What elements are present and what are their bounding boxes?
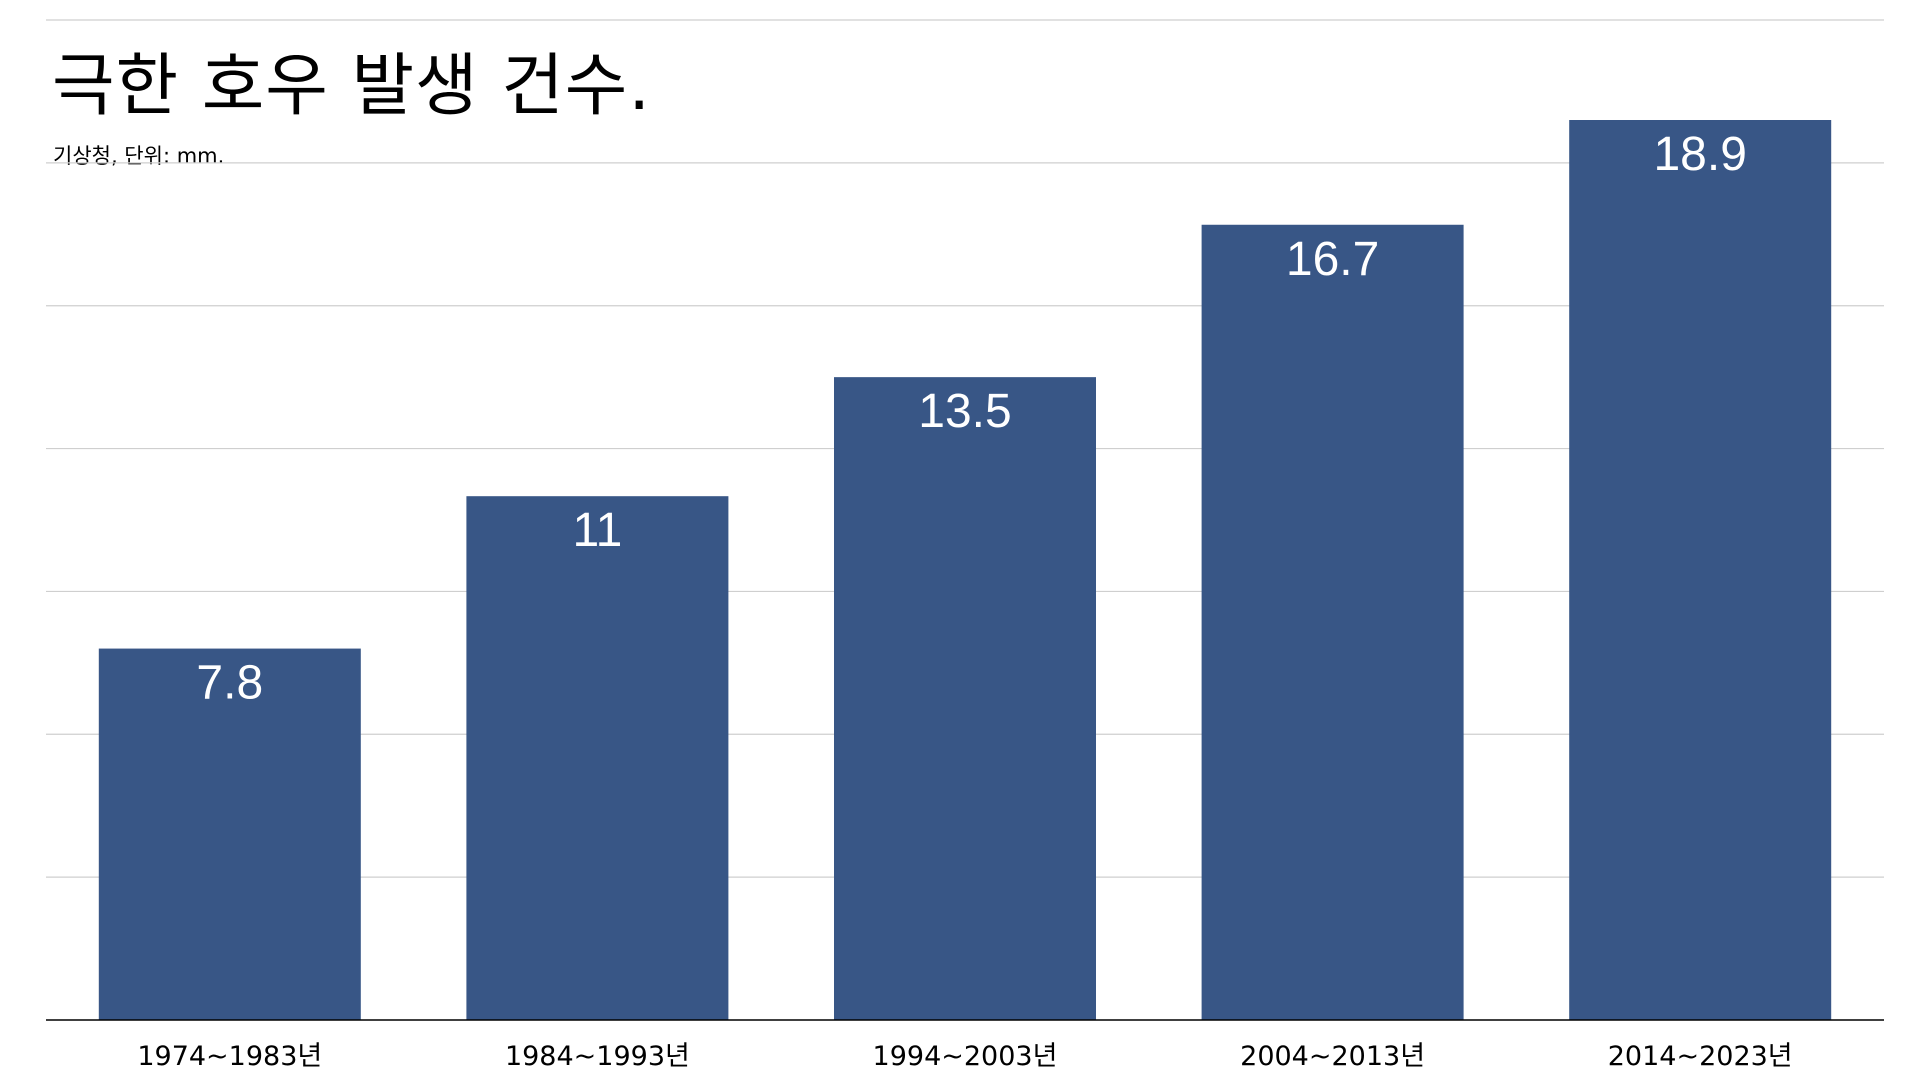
bar [834, 377, 1096, 1021]
bar-value-label: 13.5 [918, 385, 1011, 438]
bar [1569, 120, 1832, 1020]
x-tick-label: 1984~1993년 [505, 1041, 690, 1072]
bar [98, 648, 361, 1020]
bar [1201, 224, 1464, 1020]
bars [98, 120, 1832, 1021]
bar-value-label: 18.9 [1653, 128, 1746, 181]
bar-value-label: 7.8 [196, 657, 263, 710]
chart-subtitle: 기상청, 단위: mm. [53, 144, 225, 168]
bar [466, 496, 729, 1020]
x-tick-label: 2004~2013년 [1240, 1041, 1425, 1072]
bar-value-label: 16.7 [1286, 233, 1379, 286]
x-tick-label: 1974~1983년 [137, 1041, 322, 1072]
x-tick-label: 1994~2003년 [873, 1041, 1058, 1072]
x-tick-label: 2014~2023년 [1608, 1041, 1793, 1072]
bar-value-label: 11 [572, 504, 622, 557]
value-labels: 7.8 11 13.5 16.7 18.9 [196, 128, 1746, 710]
x-axis-tick-labels: 1974~1983년 1984~1993년 1994~2003년 2004~2013년… [137, 1041, 1792, 1072]
chart-title: 극한 호우 발생 건수. [52, 47, 651, 126]
